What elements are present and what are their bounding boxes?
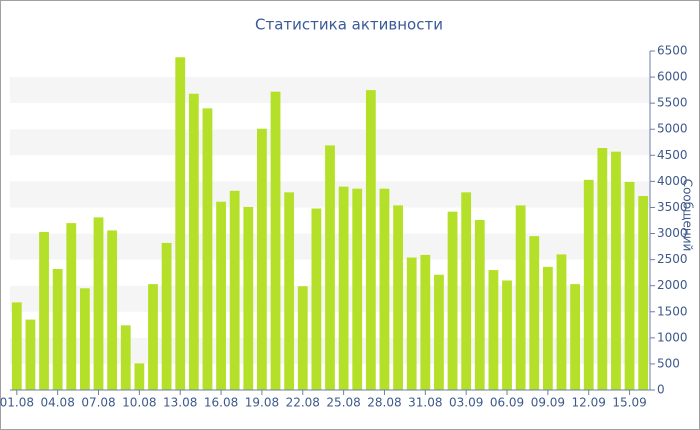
y-tick-label: 2500	[657, 252, 688, 266]
bar	[583, 179, 594, 390]
x-tick-label: 13.08	[163, 396, 197, 410]
bar	[175, 57, 186, 391]
y-tick-label: 5500	[657, 96, 688, 110]
bar	[570, 284, 581, 390]
bar	[406, 257, 417, 390]
x-tick-label: 19.08	[245, 396, 279, 410]
bar	[202, 108, 213, 390]
bar	[542, 266, 553, 390]
bar	[216, 201, 226, 390]
bar	[66, 223, 77, 390]
bar	[39, 231, 49, 390]
x-tick-label: 06.09	[490, 396, 524, 410]
bar	[120, 325, 131, 390]
bar	[297, 286, 308, 390]
x-tick-label: 04.08	[40, 396, 74, 410]
bar	[597, 148, 608, 390]
bar	[502, 280, 512, 390]
bar	[611, 151, 621, 390]
x-tick-label: 28.08	[367, 396, 401, 410]
bar	[148, 284, 158, 390]
x-tick-label: 07.08	[81, 396, 115, 410]
bar	[393, 205, 403, 390]
chart-title: Статистика активности	[255, 16, 443, 34]
bar	[134, 363, 145, 390]
bar	[434, 274, 444, 390]
bar	[325, 145, 335, 390]
y-tick-label: 4000	[657, 174, 688, 188]
x-tick-label: 03.09	[449, 396, 483, 410]
bar	[257, 128, 267, 390]
bar	[107, 230, 118, 390]
y-tick-label: 6500	[657, 44, 688, 58]
bar	[447, 211, 458, 390]
x-tick-label: 25.08	[326, 396, 360, 410]
y-axis-title: Сообщений	[681, 179, 695, 252]
bar	[556, 254, 567, 390]
bar	[161, 242, 172, 390]
bar	[93, 217, 104, 390]
bar	[624, 181, 635, 390]
bar	[270, 91, 281, 391]
bar	[11, 302, 22, 390]
bar	[529, 236, 540, 390]
x-tick-label: 31.08	[408, 396, 442, 410]
y-tick-label: 1500	[657, 304, 688, 318]
bar	[638, 195, 649, 390]
x-tick-label: 15.09	[612, 396, 646, 410]
bar	[311, 208, 322, 390]
bar	[284, 192, 295, 390]
y-tick-label: 2000	[657, 278, 688, 292]
x-tick-label: 09.09	[531, 396, 565, 410]
y-tick-label: 1000	[657, 330, 688, 344]
y-tick-label: 5000	[657, 122, 688, 136]
bar	[243, 206, 254, 390]
bar	[188, 93, 199, 391]
grid-band	[10, 77, 650, 104]
bar	[488, 270, 499, 390]
bar	[420, 254, 431, 390]
x-tick-label: 16.08	[204, 396, 238, 410]
x-tick-label: 01.08	[0, 396, 34, 410]
bar	[379, 188, 390, 390]
x-tick-label: 10.08	[122, 396, 156, 410]
bar	[461, 192, 472, 390]
bar	[338, 186, 349, 390]
x-tick-label: 12.09	[572, 396, 606, 410]
y-tick-label: 3000	[657, 226, 688, 240]
bar	[25, 319, 36, 390]
bar	[515, 205, 526, 390]
bar	[352, 188, 363, 390]
bar	[79, 288, 90, 390]
x-tick-label: 22.08	[286, 396, 320, 410]
bar	[52, 269, 63, 390]
y-tick-label: 4500	[657, 148, 688, 162]
y-tick-label: 3500	[657, 200, 688, 214]
bar	[229, 190, 240, 390]
y-tick-label: 0	[657, 383, 665, 397]
y-tick-label: 6000	[657, 70, 688, 84]
y-tick-label: 500	[657, 356, 680, 370]
bar	[474, 219, 485, 390]
bar	[365, 90, 376, 390]
